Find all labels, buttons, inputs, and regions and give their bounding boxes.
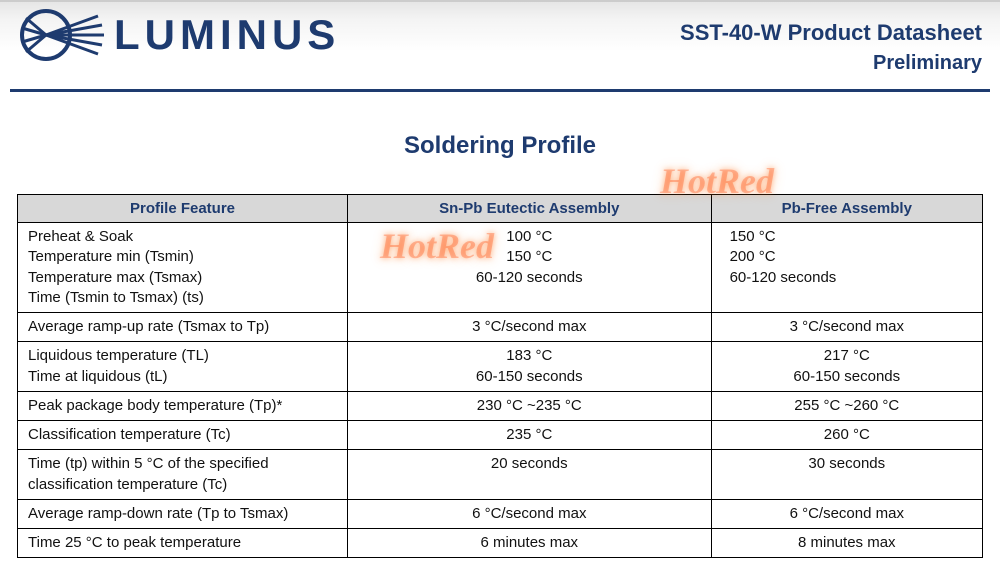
header-divider — [10, 89, 990, 92]
brand-logo: LUMINUS — [18, 8, 340, 62]
table-body: Preheat & SoakTemperature min (Tsmin)Tem… — [18, 223, 983, 558]
table-row: Liquidous temperature (TL)Time at liquid… — [18, 342, 983, 392]
page-header: LUMINUS SST-40-W Product Datasheet Preli… — [0, 0, 1000, 92]
col-profile-feature: Profile Feature — [18, 195, 348, 223]
cell-pbfree: 260 °C — [711, 421, 982, 450]
section-title: Soldering Profile — [0, 132, 1000, 160]
cell-feature: Classification temperature (Tc) — [18, 421, 348, 450]
cell-feature: Average ramp-down rate (Tp to Tsmax) — [18, 499, 348, 528]
table-row: Classification temperature (Tc)235 °C260… — [18, 421, 983, 450]
table-header-row: Profile Feature Sn-Pb Eutectic Assembly … — [18, 195, 983, 223]
cell-feature: Time 25 °C to peak temperature — [18, 529, 348, 558]
table-row: Preheat & SoakTemperature min (Tsmin)Tem… — [18, 223, 983, 313]
cell-snpb: 183 °C60-150 seconds — [348, 342, 712, 392]
table-row: Peak package body temperature (Tp)*230 °… — [18, 391, 983, 420]
table-row: Time (tp) within 5 °C of the specified c… — [18, 450, 983, 500]
cell-pbfree: 255 °C ~260 °C — [711, 391, 982, 420]
cell-feature: Liquidous temperature (TL)Time at liquid… — [18, 342, 348, 392]
cell-feature: Peak package body temperature (Tp)* — [18, 391, 348, 420]
col-snpb: Sn-Pb Eutectic Assembly — [348, 195, 712, 223]
cell-snpb: 6 minutes max — [348, 529, 712, 558]
cell-pbfree: 8 minutes max — [711, 529, 982, 558]
product-title: SST-40-W Product Datasheet — [680, 20, 982, 46]
cell-snpb: 20 seconds — [348, 450, 712, 500]
cell-snpb: 6 °C/second max — [348, 499, 712, 528]
cell-pbfree: 217 °C60-150 seconds — [711, 342, 982, 392]
cell-snpb: 3 °C/second max — [348, 313, 712, 342]
preliminary-label: Preliminary — [680, 52, 982, 75]
table-row: Time 25 °C to peak temperature6 minutes … — [18, 529, 983, 558]
header-titles: SST-40-W Product Datasheet Preliminary — [680, 20, 982, 75]
cell-snpb: 235 °C — [348, 421, 712, 450]
soldering-profile-table: Profile Feature Sn-Pb Eutectic Assembly … — [17, 194, 983, 558]
table-row: Average ramp-up rate (Tsmax to Tp)3 °C/s… — [18, 313, 983, 342]
cell-pbfree: 30 seconds — [711, 450, 982, 500]
logo-burst-icon — [18, 8, 104, 62]
cell-feature: Time (tp) within 5 °C of the specified c… — [18, 450, 348, 500]
col-pbfree: Pb-Free Assembly — [711, 195, 982, 223]
cell-pbfree: 150 °C200 °C60-120 seconds — [711, 223, 982, 313]
cell-feature: Preheat & SoakTemperature min (Tsmin)Tem… — [18, 223, 348, 313]
brand-name: LUMINUS — [114, 11, 340, 59]
cell-snpb: 230 °C ~235 °C — [348, 391, 712, 420]
cell-snpb: 100 °C150 °C60-120 seconds — [348, 223, 712, 313]
cell-pbfree: 6 °C/second max — [711, 499, 982, 528]
table-row: Average ramp-down rate (Tp to Tsmax)6 °C… — [18, 499, 983, 528]
cell-pbfree: 3 °C/second max — [711, 313, 982, 342]
cell-feature: Average ramp-up rate (Tsmax to Tp) — [18, 313, 348, 342]
